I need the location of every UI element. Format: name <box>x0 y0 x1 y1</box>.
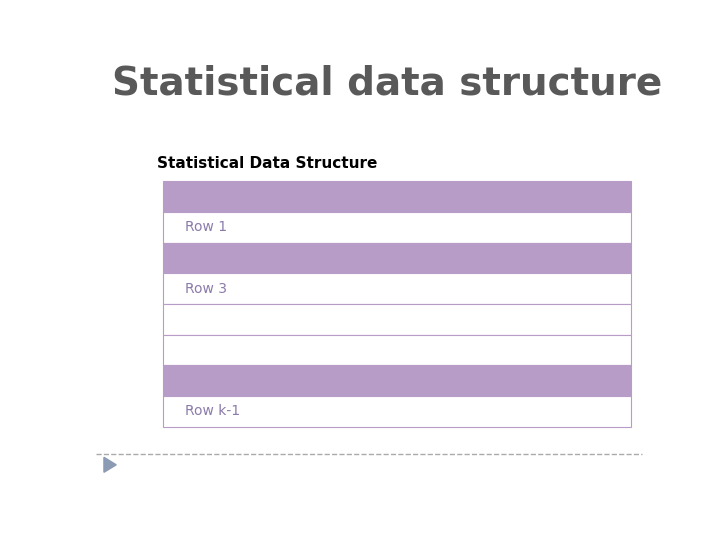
Polygon shape <box>104 457 116 472</box>
Text: Row k-1: Row k-1 <box>185 404 240 418</box>
Bar <box>163 181 631 212</box>
Text: Statistical Data Structure: Statistical Data Structure <box>157 156 377 171</box>
Bar <box>163 273 631 304</box>
Text: Statistical data structure: Statistical data structure <box>112 64 662 102</box>
Text: Row 1: Row 1 <box>185 220 227 234</box>
Bar <box>163 212 631 242</box>
Bar <box>163 304 631 335</box>
Bar <box>163 242 631 273</box>
Bar <box>163 365 631 396</box>
Text: Row 3: Row 3 <box>185 281 227 295</box>
Bar <box>163 335 631 365</box>
Bar <box>163 396 631 427</box>
